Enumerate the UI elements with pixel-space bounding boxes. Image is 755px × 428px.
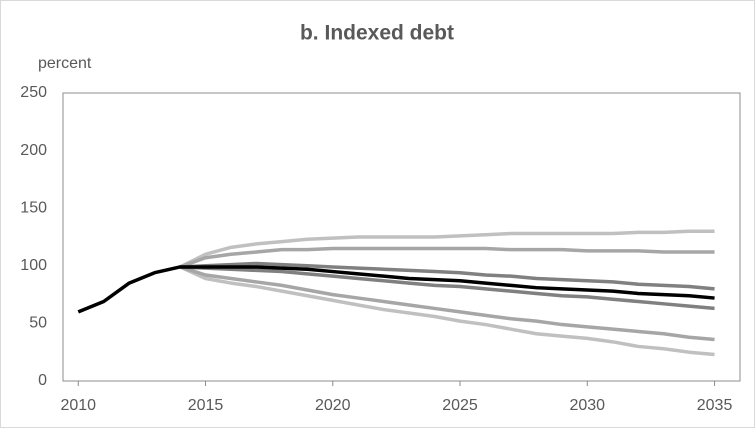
y-tick-label: 200 [20,142,47,159]
y-tick-label: 50 [29,315,47,332]
x-tick-label: 2035 [697,397,733,414]
data-line [179,265,715,357]
data-line [179,261,715,291]
x-tick-label: 2010 [60,397,96,414]
x-tick-label: 2030 [569,397,605,414]
x-tick-label: 2025 [442,397,478,414]
y-tick-label: 150 [20,199,47,216]
data-line [179,265,715,342]
data-line [179,229,715,269]
y-tick-label: 250 [20,84,47,101]
data-line [179,265,715,311]
chart-title: b. Indexed debt [300,22,454,45]
y-axis-label: percent [38,55,92,72]
data-line [179,246,715,269]
y-tick-label: 0 [38,372,47,389]
y-tick-label: 100 [20,257,47,274]
data-line [77,265,715,314]
x-tick-label: 2020 [315,397,351,414]
plot-area [62,92,741,382]
x-tick-label: 2015 [188,397,224,414]
